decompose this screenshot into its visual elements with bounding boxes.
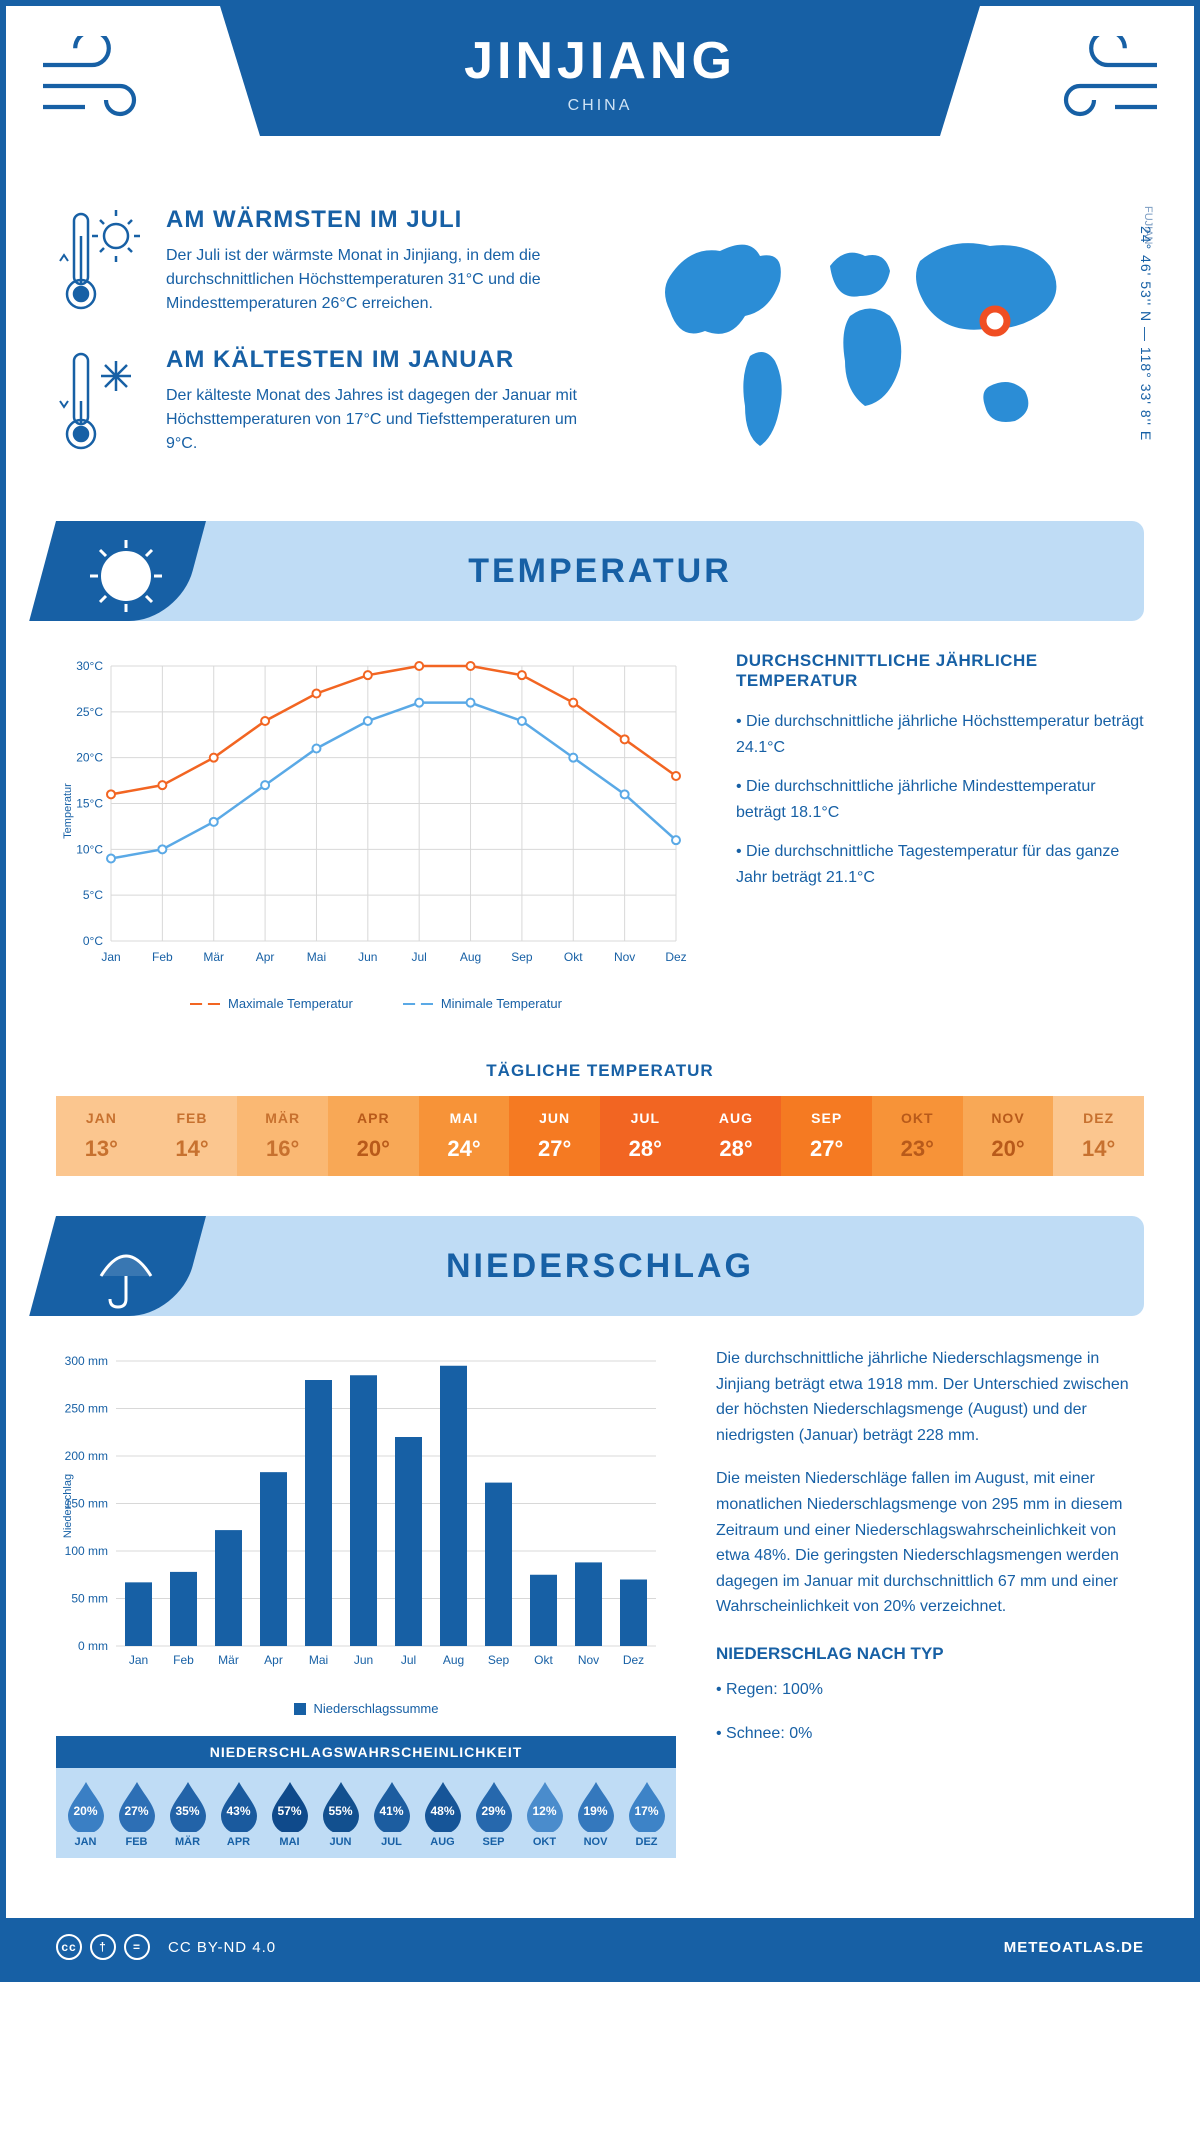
svg-text:Feb: Feb — [173, 1653, 194, 1667]
svg-text:Dez: Dez — [623, 1653, 644, 1667]
svg-text:Okt: Okt — [534, 1653, 553, 1667]
probability-drop: 57%MAI — [266, 1780, 313, 1848]
city-name: JINJIANG — [260, 31, 940, 91]
precipitation-bar-chart: 0 mm50 mm100 mm150 mm200 mm250 mm300 mmJ… — [56, 1346, 676, 1686]
svg-text:Mär: Mär — [218, 1653, 239, 1667]
precip-legend: Niederschlagssumme — [56, 1701, 676, 1716]
month-cell: DEZ14° — [1053, 1096, 1144, 1176]
section-precipitation: NIEDERSCHLAG — [56, 1216, 1144, 1316]
svg-text:Jun: Jun — [354, 1653, 373, 1667]
section-title: TEMPERATUR — [468, 552, 732, 591]
probability-drop: 19%NOV — [572, 1780, 619, 1848]
probability-drop: 20%JAN — [62, 1780, 109, 1848]
umbrella-icon — [86, 1231, 166, 1311]
svg-text:10°C: 10°C — [76, 842, 103, 856]
svg-text:Sep: Sep — [488, 1653, 510, 1667]
svg-text:Mai: Mai — [307, 950, 326, 964]
month-cell: APR20° — [328, 1096, 419, 1176]
temp-legend: Maximale Temperatur Minimale Temperatur — [56, 996, 696, 1011]
probability-drop: 35%MÄR — [164, 1780, 211, 1848]
svg-text:200 mm: 200 mm — [65, 1449, 108, 1463]
svg-text:0 mm: 0 mm — [78, 1639, 108, 1653]
probability-drop: 43%APR — [215, 1780, 262, 1848]
svg-text:Jan: Jan — [101, 950, 120, 964]
month-cell: MÄR16° — [237, 1096, 328, 1176]
fact-title: AM KÄLTESTEN IM JANUAR — [166, 346, 610, 374]
sun-icon — [86, 536, 166, 616]
probability-drop: 29%SEP — [470, 1780, 517, 1848]
svg-text:0°C: 0°C — [83, 934, 103, 948]
svg-text:Apr: Apr — [264, 1653, 283, 1667]
svg-text:50 mm: 50 mm — [71, 1592, 108, 1606]
coords-label: 24° 46' 53'' N — 118° 33' 8'' E — [1138, 226, 1154, 441]
country-name: CHINA — [260, 97, 940, 115]
section-temperature: TEMPERATUR — [56, 521, 1144, 621]
svg-text:300 mm: 300 mm — [65, 1354, 108, 1368]
fact-text: Der Juli ist der wärmste Monat in Jinjia… — [166, 244, 610, 316]
fact-text: Der kälteste Monat des Jahres ist dagege… — [166, 384, 610, 456]
svg-text:Aug: Aug — [443, 1653, 464, 1667]
svg-text:Jun: Jun — [358, 950, 377, 964]
svg-text:Dez: Dez — [665, 950, 686, 964]
fact-title: AM WÄRMSTEN IM JULI — [166, 206, 610, 234]
svg-text:Nov: Nov — [614, 950, 635, 964]
svg-text:Nov: Nov — [578, 1653, 599, 1667]
probability-drop: 12%OKT — [521, 1780, 568, 1848]
probability-box: NIEDERSCHLAGSWAHRSCHEINLICHKEIT 20%JAN27… — [56, 1736, 676, 1858]
svg-text:Jan: Jan — [129, 1653, 148, 1667]
title-ribbon: JINJIANG CHINA — [260, 6, 940, 136]
probability-drop: 17%DEZ — [623, 1780, 670, 1848]
probability-drop: 48%AUG — [419, 1780, 466, 1848]
footer: cc†= CC BY-ND 4.0 METEOATLAS.DE — [6, 1918, 1194, 1976]
month-cell: SEP27° — [781, 1096, 872, 1176]
probability-drop: 55%JUN — [317, 1780, 364, 1848]
fact-coldest: AM KÄLTESTEN IM JANUAR Der kälteste Mona… — [56, 346, 610, 456]
daily-temp-grid: JAN13°FEB14°MÄR16°APR20°MAI24°JUN27°JUL2… — [56, 1096, 1144, 1176]
svg-text:Feb: Feb — [152, 950, 173, 964]
month-cell: AUG28° — [691, 1096, 782, 1176]
month-cell: NOV20° — [963, 1096, 1054, 1176]
svg-text:20°C: 20°C — [76, 751, 103, 765]
world-map — [640, 206, 1100, 486]
month-cell: FEB14° — [147, 1096, 238, 1176]
daily-temp-title: TÄGLICHE TEMPERATUR — [6, 1061, 1194, 1081]
month-cell: JUL28° — [600, 1096, 691, 1176]
probability-drop: 27%FEB — [113, 1780, 160, 1848]
probability-drop: 41%JUL — [368, 1780, 415, 1848]
svg-text:Aug: Aug — [460, 950, 481, 964]
license: cc†= CC BY-ND 4.0 — [56, 1934, 276, 1960]
wind-icon — [36, 36, 176, 136]
svg-text:30°C: 30°C — [76, 659, 103, 673]
month-cell: MAI24° — [419, 1096, 510, 1176]
month-cell: JAN13° — [56, 1096, 147, 1176]
svg-text:Jul: Jul — [401, 1653, 416, 1667]
wind-icon — [1024, 36, 1164, 136]
thermometer-sun-icon — [56, 206, 146, 316]
svg-text:Mai: Mai — [309, 1653, 328, 1667]
precip-description: Die durchschnittliche jährliche Niedersc… — [716, 1346, 1144, 1858]
svg-text:100 mm: 100 mm — [65, 1544, 108, 1558]
header: JINJIANG CHINA — [6, 6, 1194, 186]
svg-text:Jul: Jul — [412, 950, 427, 964]
svg-text:15°C: 15°C — [76, 797, 103, 811]
site-name: METEOATLAS.DE — [1004, 1939, 1144, 1956]
svg-text:Niederschlag: Niederschlag — [62, 1474, 74, 1538]
thermometer-snow-icon — [56, 346, 146, 456]
svg-text:Temperatur: Temperatur — [62, 783, 74, 839]
svg-text:250 mm: 250 mm — [65, 1402, 108, 1416]
svg-text:Okt: Okt — [564, 950, 583, 964]
month-cell: JUN27° — [509, 1096, 600, 1176]
temperature-line-chart: 0°C 5°C 10°C 15°C 20°C 25°C 30°C Jan Feb Mär Apr Ma… — [56, 651, 696, 981]
section-title: NIEDERSCHLAG — [446, 1247, 754, 1286]
svg-text:25°C: 25°C — [76, 705, 103, 719]
temp-description: DURCHSCHNITTLICHE JÄHRLICHE TEMPERATUR •… — [736, 651, 1144, 1011]
svg-text:Sep: Sep — [511, 950, 533, 964]
month-cell: OKT23° — [872, 1096, 963, 1176]
fact-warmest: AM WÄRMSTEN IM JULI Der Juli ist der wär… — [56, 206, 610, 316]
svg-text:Mär: Mär — [203, 950, 224, 964]
svg-text:Apr: Apr — [256, 950, 275, 964]
svg-text:5°C: 5°C — [83, 888, 103, 902]
